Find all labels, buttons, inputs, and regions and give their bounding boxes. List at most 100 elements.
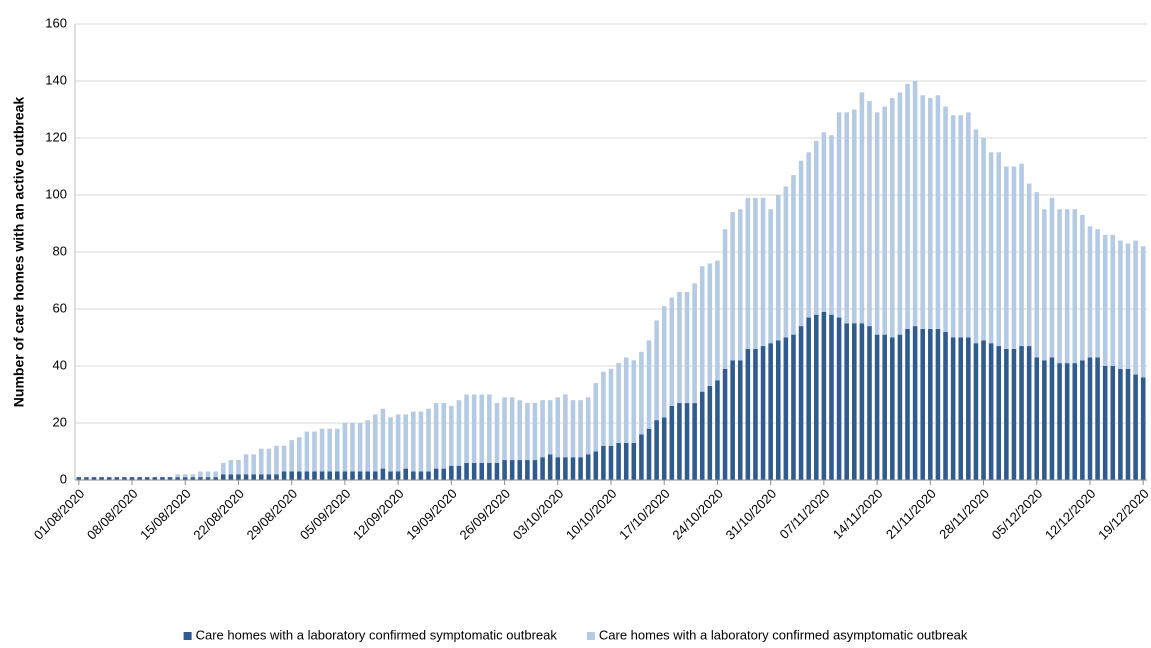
bar-segment bbox=[411, 471, 416, 480]
bar-segment bbox=[380, 408, 386, 469]
bar-segment bbox=[1057, 363, 1062, 480]
bar-segment bbox=[502, 397, 507, 461]
bar-segment bbox=[426, 408, 431, 472]
bar-segment bbox=[274, 474, 279, 480]
y-tick-label: 20 bbox=[53, 414, 67, 429]
bar-segment bbox=[753, 348, 758, 480]
bar-segment bbox=[836, 317, 842, 480]
bar-segment bbox=[760, 197, 766, 347]
bar-segment bbox=[852, 323, 857, 480]
bar-segment bbox=[813, 314, 819, 480]
bar-segment bbox=[106, 477, 112, 480]
bar-segment bbox=[433, 403, 439, 469]
bar-segment bbox=[464, 462, 469, 480]
bar-segment bbox=[852, 109, 857, 324]
bar-segment bbox=[357, 423, 363, 472]
bar-segment bbox=[699, 391, 705, 480]
bar-segment bbox=[844, 112, 849, 324]
bar-segment bbox=[129, 477, 135, 480]
bar-segment bbox=[912, 81, 918, 327]
bar-segment bbox=[928, 328, 933, 480]
bar-segment bbox=[639, 351, 644, 435]
bar-segment bbox=[760, 346, 766, 480]
legend-label: Care homes with a laboratory confirmed a… bbox=[599, 627, 968, 642]
bar-segment bbox=[540, 400, 545, 458]
bar-segment bbox=[973, 129, 979, 344]
bar-segment bbox=[228, 474, 234, 480]
bar-segment bbox=[654, 320, 659, 421]
bar-segment bbox=[1057, 209, 1062, 364]
bar-segment bbox=[137, 477, 142, 480]
bar-segment bbox=[813, 140, 819, 315]
bar-segment bbox=[623, 442, 629, 480]
bar-segment bbox=[753, 197, 758, 349]
bar-segment bbox=[578, 400, 583, 458]
x-tick-label: 01/08/2020 bbox=[31, 486, 88, 543]
x-tick-label: 10/10/2020 bbox=[563, 486, 620, 543]
bar-segment bbox=[243, 454, 249, 475]
bar-segment bbox=[99, 477, 104, 480]
bar-segment bbox=[1118, 240, 1123, 369]
bar-segment bbox=[266, 474, 272, 480]
bar-segment bbox=[775, 195, 781, 341]
bar-segment bbox=[616, 442, 621, 480]
bar-segment bbox=[1026, 346, 1032, 480]
bar-segment bbox=[395, 414, 401, 472]
bar-segment bbox=[220, 474, 226, 480]
bar-segment bbox=[661, 306, 667, 418]
bar-segment bbox=[966, 337, 971, 480]
x-tick-label: 15/08/2020 bbox=[137, 486, 194, 543]
bar-segment bbox=[502, 460, 507, 480]
bar-segment bbox=[935, 95, 941, 329]
x-tick-label: 08/08/2020 bbox=[84, 486, 141, 543]
bar-segment bbox=[1011, 348, 1017, 480]
bar-segment bbox=[1118, 368, 1123, 480]
bar-segment bbox=[775, 340, 781, 480]
bar-segment bbox=[1034, 192, 1040, 358]
bar-segment bbox=[973, 343, 979, 480]
bar-segment bbox=[479, 462, 485, 480]
bar-segment bbox=[487, 462, 492, 480]
x-tick-label: 03/10/2020 bbox=[510, 486, 567, 543]
bar-segment bbox=[198, 477, 203, 480]
bar-segment bbox=[677, 291, 682, 404]
bar-segment bbox=[988, 343, 994, 480]
bar-segment bbox=[266, 448, 272, 475]
x-tick-label: 05/09/2020 bbox=[297, 486, 354, 543]
bar-segment bbox=[585, 397, 591, 455]
bar-segment bbox=[190, 474, 196, 478]
bar-segment bbox=[411, 411, 416, 472]
bar-segment bbox=[403, 468, 409, 480]
bar-segment bbox=[312, 431, 317, 472]
bar-segment bbox=[281, 471, 287, 480]
y-axis-title: Number of care homes with an active outb… bbox=[11, 97, 27, 408]
bar-segment bbox=[84, 477, 89, 480]
bar-segment bbox=[1072, 209, 1078, 364]
bar-segment bbox=[874, 334, 880, 480]
bar-segment bbox=[920, 328, 925, 480]
bar-segment bbox=[251, 474, 256, 480]
bar-segment bbox=[715, 380, 720, 480]
x-tick-label: 26/09/2020 bbox=[456, 486, 513, 543]
bar-segment bbox=[608, 445, 614, 480]
x-tick-label: 31/10/2020 bbox=[723, 486, 780, 543]
bar-segment bbox=[988, 152, 994, 344]
bar-segment bbox=[319, 428, 325, 472]
bar-segment bbox=[570, 400, 576, 458]
x-tick-label: 19/12/2020 bbox=[1095, 486, 1151, 543]
bar-segment bbox=[890, 98, 895, 338]
bar-segment bbox=[928, 98, 933, 329]
bar-segment bbox=[547, 454, 553, 480]
bar-segment bbox=[1042, 209, 1047, 361]
bar-segment bbox=[631, 360, 637, 443]
bar-segment bbox=[175, 477, 180, 480]
bar-segment bbox=[532, 460, 538, 480]
bar-segment bbox=[806, 317, 811, 480]
y-tick-label: 80 bbox=[53, 243, 67, 258]
bar-segment bbox=[1072, 363, 1078, 480]
bar-segment bbox=[327, 471, 332, 480]
bar-segment bbox=[730, 360, 735, 480]
bar-segment bbox=[798, 160, 804, 327]
x-tick-label: 28/11/2020 bbox=[936, 486, 992, 542]
